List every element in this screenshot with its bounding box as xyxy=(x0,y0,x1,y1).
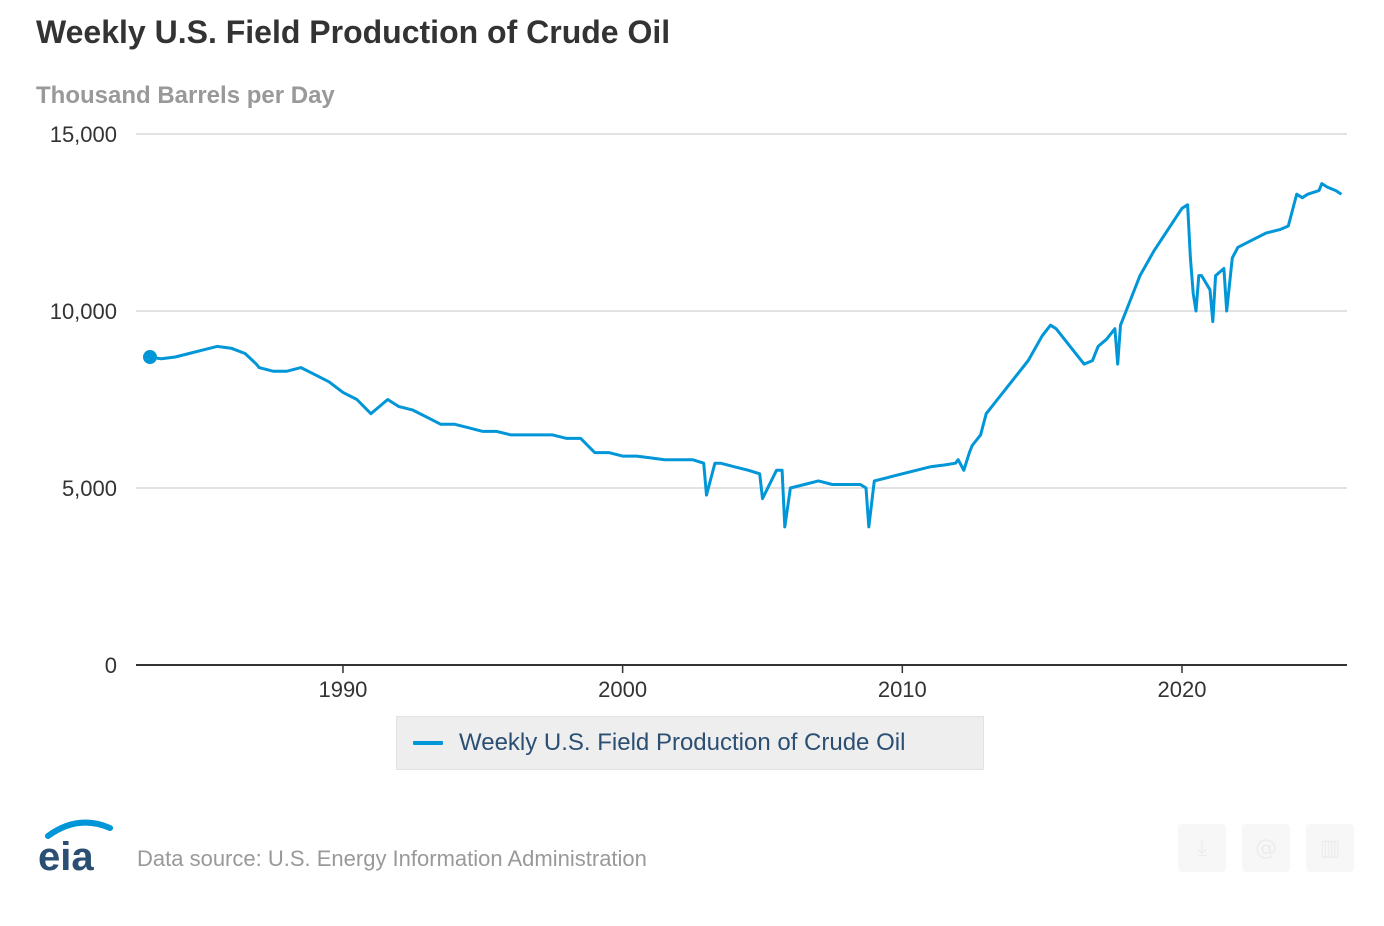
y-axis-tick-labels: 0 5,000 10,000 15,000 xyxy=(50,122,117,678)
y-tick-label: 15,000 xyxy=(50,122,117,147)
y-tick-label: 0 xyxy=(105,653,117,678)
chart-plot-area: 0 5,000 10,000 15,000 1990 2000 2010 2020 xyxy=(50,122,1347,700)
series-layer xyxy=(142,182,1343,529)
x-axis-tick-labels: 1990 2000 2010 2020 xyxy=(318,665,1206,700)
gridlines xyxy=(136,133,1347,666)
eia-logo-arc xyxy=(45,819,113,839)
chart-toolbar: ⤓ @ ▥ xyxy=(1178,824,1354,872)
y-tick-label: 5,000 xyxy=(62,476,117,501)
embed-icon: ▥ xyxy=(1319,835,1341,861)
x-tick-label: 2020 xyxy=(1158,677,1207,700)
chart-subtitle: Thousand Barrels per Day xyxy=(36,82,335,109)
x-tick-label: 2000 xyxy=(598,677,647,700)
embed-button[interactable]: ▥ xyxy=(1306,824,1354,872)
data-point[interactable] xyxy=(142,350,157,365)
x-tick-label: 2010 xyxy=(878,677,927,700)
eia-logo-text: eia xyxy=(38,835,94,874)
data-source-text: Data source: U.S. Energy Information Adm… xyxy=(137,846,647,871)
chart-legend[interactable]: Weekly U.S. Field Production of Crude Oi… xyxy=(396,716,984,770)
share-button[interactable]: @ xyxy=(1242,824,1290,872)
legend-series-swatch xyxy=(413,741,443,745)
y-tick-label: 10,000 xyxy=(50,299,117,324)
chart-title: Weekly U.S. Field Production of Crude Oi… xyxy=(36,14,671,50)
series-line[interactable] xyxy=(149,182,1343,529)
x-tick-label: 1990 xyxy=(318,677,367,700)
download-button[interactable]: ⤓ xyxy=(1178,824,1226,872)
download-icon: ⤓ xyxy=(1197,835,1207,861)
share-icon: @ xyxy=(1255,835,1277,861)
eia-logo[interactable]: eia xyxy=(38,814,118,874)
legend-series-label[interactable]: Weekly U.S. Field Production of Crude Oi… xyxy=(459,729,906,756)
